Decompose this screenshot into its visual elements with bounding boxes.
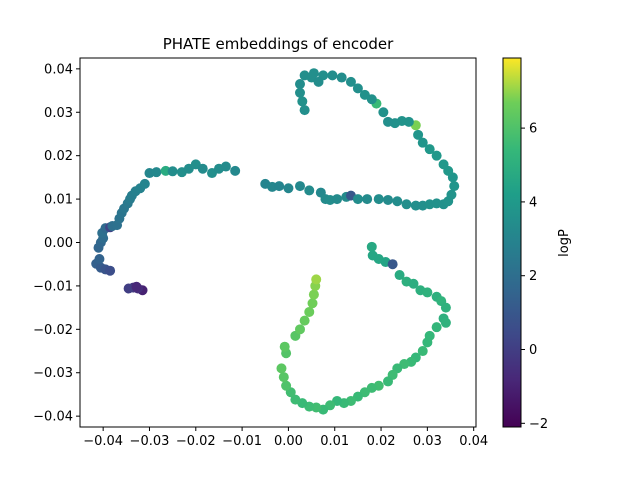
scatter-point (431, 322, 442, 333)
scatter-point (131, 281, 142, 292)
colorbar (502, 57, 522, 428)
scatter-point (295, 87, 305, 98)
scatter-point (401, 199, 412, 210)
scatter-point (394, 270, 405, 281)
y-tick-label: −0.01 (33, 279, 73, 294)
scatter-point (424, 144, 435, 155)
x-tick-label: 0.02 (367, 434, 396, 449)
scatter-point (94, 253, 105, 264)
scatter-point (279, 341, 290, 352)
scatter-point (299, 315, 310, 326)
scatter-point (304, 306, 315, 317)
scatter-point (383, 194, 393, 205)
y-tick-label: 0.03 (44, 106, 73, 121)
x-tick-label: 0.01 (320, 434, 349, 449)
scatter-point (274, 181, 285, 192)
y-tick-label: −0.02 (33, 323, 73, 338)
scatter-point (438, 159, 449, 170)
scatter-point (123, 283, 134, 294)
scatter-point (362, 194, 373, 205)
scatter-point (167, 166, 178, 177)
colorbar-tick-label: 0 (529, 343, 537, 358)
scatter-point (446, 189, 457, 200)
scatter-point (295, 324, 305, 335)
scatter-point (295, 79, 305, 90)
colorbar-label: logP (557, 229, 572, 257)
scatter-point (440, 302, 451, 313)
y-tick-label: 0.00 (44, 236, 73, 251)
y-tick-label: −0.03 (33, 366, 73, 381)
scatter-point (313, 76, 324, 87)
scatter-point (276, 363, 287, 374)
x-tick-label: −0.03 (130, 434, 170, 449)
scatter-point (417, 137, 428, 148)
scatter-point (290, 394, 301, 405)
scatter-point (105, 265, 116, 276)
scatter-point (359, 89, 370, 100)
scatter-point (197, 163, 208, 174)
scatter-point (383, 116, 393, 127)
scatter-point (295, 181, 305, 192)
plot-area (91, 68, 460, 415)
scatter-point (299, 105, 310, 116)
scatter-point (220, 161, 231, 172)
scatter-point (297, 96, 308, 107)
scatter-point (327, 70, 338, 81)
scatter-point (283, 183, 294, 194)
chart-title: PHATE embeddings of encoder (163, 35, 394, 53)
colorbar-axis: −2 0 2 4 6 (521, 122, 548, 432)
scatter-point (304, 185, 315, 196)
scatter-point (417, 346, 428, 357)
scatter-point (307, 298, 318, 309)
scatter-point (278, 372, 289, 383)
x-axis: −0.04 −0.03 −0.02 −0.01 0.00 0.01 0.02 0.03 0.04 (83, 427, 488, 449)
scatter-point (449, 181, 460, 192)
y-tick-label: 0.04 (44, 62, 73, 77)
scatter-point (387, 259, 398, 270)
x-tick-label: −0.01 (222, 434, 262, 449)
scatter-point (410, 200, 421, 211)
y-axis: −0.04 −0.03 −0.02 −0.01 0.00 0.01 0.02 0.03 0.04 (33, 62, 80, 425)
y-tick-label: −0.04 (33, 410, 73, 425)
colorbar-tick-label: 2 (529, 269, 537, 284)
scatter-point (373, 194, 384, 205)
scatter-point (308, 289, 319, 300)
scatter-point (311, 274, 322, 285)
scatter-point (378, 107, 389, 118)
scatter-point (352, 83, 363, 94)
y-tick-label: 0.01 (44, 193, 73, 208)
scatter-point (431, 150, 442, 161)
x-tick-label: −0.02 (176, 434, 216, 449)
scatter-point (408, 278, 419, 289)
scatter-point (366, 241, 377, 252)
scatter-point (383, 376, 393, 387)
colorbar-tick-label: 6 (529, 122, 537, 137)
scatter-point (151, 167, 162, 178)
colorbar-tick-label: −2 (529, 417, 548, 432)
x-tick-label: −0.04 (83, 434, 123, 449)
scatter-point (336, 72, 347, 83)
x-tick-label: 0.04 (459, 434, 488, 449)
scatter-point (230, 165, 241, 176)
scatter-point (413, 129, 424, 140)
scatter-point (352, 194, 363, 205)
scatter-point (392, 196, 403, 207)
x-tick-label: 0.00 (274, 434, 303, 449)
x-tick-label: 0.03 (413, 434, 442, 449)
scatter-point (422, 337, 433, 348)
scatter-point (440, 317, 451, 328)
scatter-point (422, 287, 433, 298)
y-tick-label: 0.02 (44, 149, 73, 164)
scatter-point (281, 380, 292, 391)
colorbar-tick-label: 4 (529, 195, 537, 210)
scatter-point (332, 194, 343, 205)
scatter-point (345, 76, 356, 87)
scatter-point (139, 178, 150, 189)
